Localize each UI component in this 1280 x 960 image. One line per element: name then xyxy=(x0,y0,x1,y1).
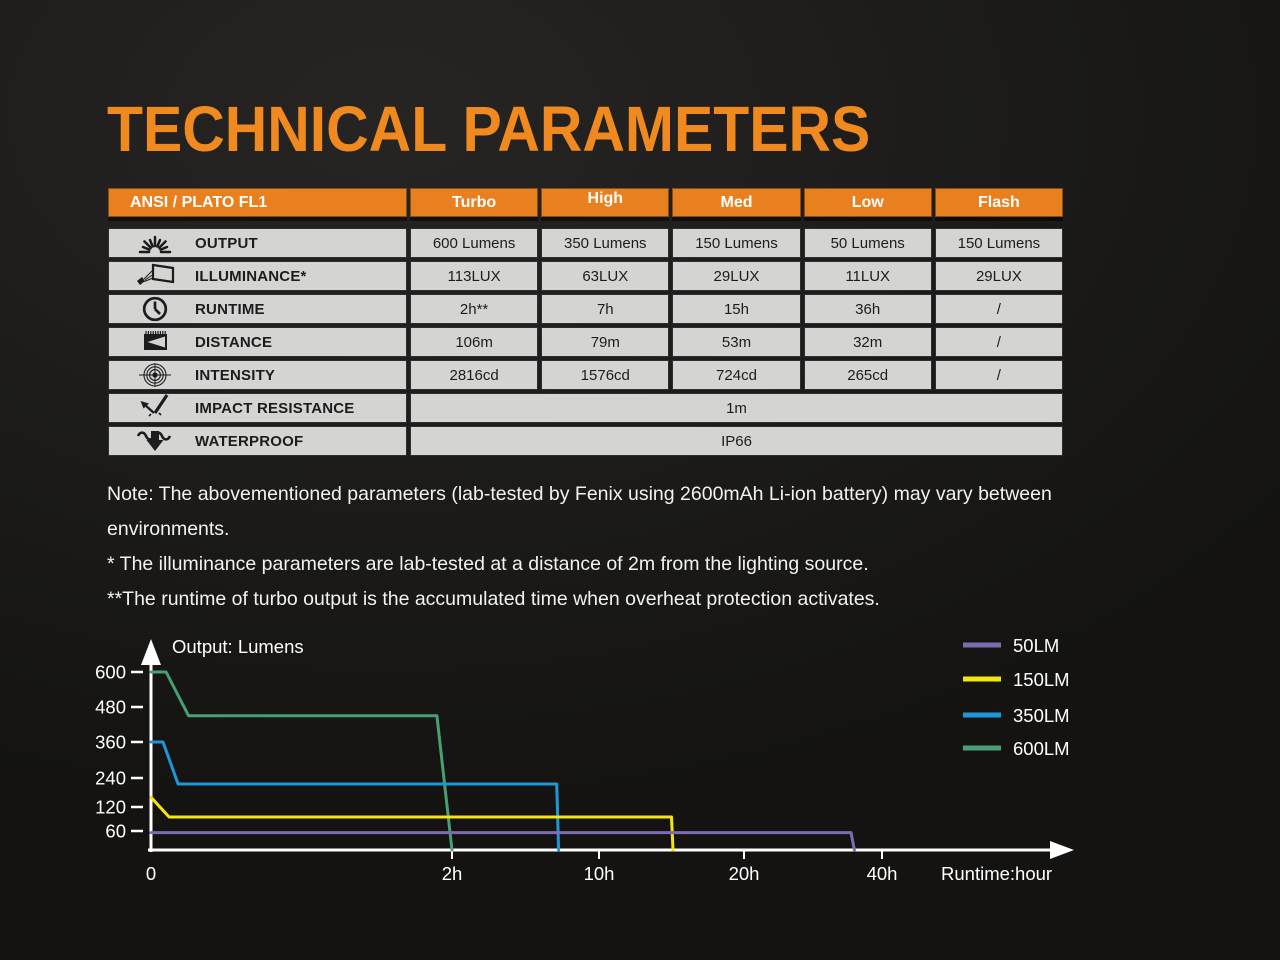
spec-table: ANSI / PLATO FL1 Turbo High Med Low Flash OUT… xyxy=(108,188,1063,456)
header-label: Flash xyxy=(977,193,1020,211)
cell-runtime-low: 36h xyxy=(803,294,932,324)
series-line-600lm xyxy=(149,670,454,852)
legend-item-600lm: 600LM xyxy=(963,738,1070,759)
cell-output-turbo: 600 Lumens xyxy=(410,228,539,258)
cell-output-flash: 150 Lumens xyxy=(934,228,1063,258)
svg-text:120: 120 xyxy=(95,797,126,818)
legend-item-50lm: 50LM xyxy=(963,635,1059,656)
header-cell-high: High xyxy=(541,188,670,217)
cell-waterproof-value: IP66 xyxy=(410,426,1063,456)
series-line-150lm xyxy=(149,795,675,852)
cell-illuminance-med: 29LUX xyxy=(672,261,801,291)
header-cell-ansi-plato-fl1: ANSI / PLATO FL1 xyxy=(108,188,407,217)
cell-runtime-high: 7h xyxy=(541,294,670,324)
chart-x-axis-label: Runtime:hour xyxy=(941,863,1052,884)
cell-runtime-med: 15h xyxy=(672,294,801,324)
header-cell-low: Low xyxy=(803,188,932,217)
cell-illuminance-flash: 29LUX xyxy=(934,261,1063,291)
cell-distance-med: 53m xyxy=(672,327,801,357)
cell-illuminance-low: 11LUX xyxy=(803,261,932,291)
cell-intensity-low: 265cd xyxy=(803,360,932,390)
legend-label: 150LM xyxy=(1013,669,1070,690)
legend-label: 600LM xyxy=(1013,738,1070,759)
svg-text:0: 0 xyxy=(146,863,156,884)
param-label-waterproof: WATERPROOF xyxy=(108,426,407,456)
cell-output-med: 150 Lumens xyxy=(672,228,801,258)
legend-item-350lm: 350LM xyxy=(963,705,1070,726)
param-label-distance: DISTANCE xyxy=(108,327,407,357)
chart-title: Output: Lumens xyxy=(172,636,304,657)
target-icon xyxy=(123,360,187,390)
param-label-impact-resistance: IMPACT RESISTANCE xyxy=(108,393,407,423)
header-cell-turbo: Turbo xyxy=(410,188,539,217)
header-label: High xyxy=(587,189,624,207)
cell-distance-flash: / xyxy=(934,327,1063,357)
cell-runtime-turbo: 2h** xyxy=(410,294,539,324)
clock-icon xyxy=(123,294,187,324)
waterproof-icon xyxy=(123,426,187,456)
param-name: DISTANCE xyxy=(195,333,273,351)
svg-text:40h: 40h xyxy=(867,863,898,884)
param-name: RUNTIME xyxy=(195,300,265,318)
param-name: OUTPUT xyxy=(195,234,258,252)
cell-distance-turbo: 106m xyxy=(410,327,539,357)
header-cell-med: Med xyxy=(672,188,801,217)
param-label-illuminance: ILLUMINANCE* xyxy=(108,261,407,291)
note-main: Note: The abovementioned parameters (lab… xyxy=(107,483,1052,540)
cell-intensity-flash: / xyxy=(934,360,1063,390)
param-name: ILLUMINANCE* xyxy=(195,267,307,285)
sunburst-icon xyxy=(123,228,187,258)
param-label-intensity: INTENSITY xyxy=(108,360,407,390)
svg-text:360: 360 xyxy=(95,732,126,753)
cell-distance-low: 32m xyxy=(803,327,932,357)
header-label: Med xyxy=(720,193,753,211)
legend-label: 350LM xyxy=(1013,705,1070,726)
svg-text:60: 60 xyxy=(105,821,126,842)
beam-distance-icon xyxy=(123,327,187,357)
cell-intensity-high: 1576cd xyxy=(541,360,670,390)
cell-runtime-flash: / xyxy=(934,294,1063,324)
svg-text:20h: 20h xyxy=(729,863,760,884)
legend-item-150lm: 150LM xyxy=(963,669,1070,690)
param-label-runtime: RUNTIME xyxy=(108,294,407,324)
header-cell-flash: Flash xyxy=(934,188,1063,217)
header-label: ANSI / PLATO FL1 xyxy=(130,193,268,211)
cell-distance-high: 79m xyxy=(541,327,670,357)
svg-text:240: 240 xyxy=(95,768,126,789)
cell-illuminance-turbo: 113LUX xyxy=(410,261,539,291)
svg-text:10h: 10h xyxy=(584,863,615,884)
legend-label: 50LM xyxy=(1013,635,1059,656)
cell-intensity-turbo: 2816cd xyxy=(410,360,539,390)
cell-intensity-med: 724cd xyxy=(672,360,801,390)
param-name: WATERPROOF xyxy=(195,432,304,450)
cell-illuminance-high: 63LUX xyxy=(541,261,670,291)
note-illuminance: * The illuminance parameters are lab-tes… xyxy=(107,553,869,575)
impact-icon xyxy=(123,393,187,423)
header-label: Low xyxy=(851,193,884,211)
cell-output-low: 50 Lumens xyxy=(803,228,932,258)
svg-text:600: 600 xyxy=(95,662,126,683)
cell-impact-resistance-value: 1m xyxy=(410,393,1063,423)
param-name: IMPACT RESISTANCE xyxy=(195,399,355,417)
svg-text:480: 480 xyxy=(95,697,126,718)
header-label: Turbo xyxy=(452,193,497,211)
param-name: INTENSITY xyxy=(195,366,276,384)
page-title: TECHNICAL PARAMETERS xyxy=(107,93,871,165)
spec-table-header-row: ANSI / PLATO FL1 Turbo High Med Low Flash xyxy=(108,188,1063,217)
svg-text:2h: 2h xyxy=(442,863,463,884)
note-runtime: **The runtime of turbo output is the acc… xyxy=(107,588,880,610)
spec-table-body: OUTPUT 600 Lumens 350 Lumens 150 Lumens 50 L… xyxy=(108,228,1063,456)
param-label-output: OUTPUT xyxy=(108,228,407,258)
series-line-350lm xyxy=(149,740,561,852)
notes-block: Note: The abovementioned parameters (lab… xyxy=(107,477,1059,617)
series-line-50lm xyxy=(149,831,856,852)
cell-output-high: 350 Lumens xyxy=(541,228,670,258)
illuminance-icon xyxy=(123,261,187,291)
